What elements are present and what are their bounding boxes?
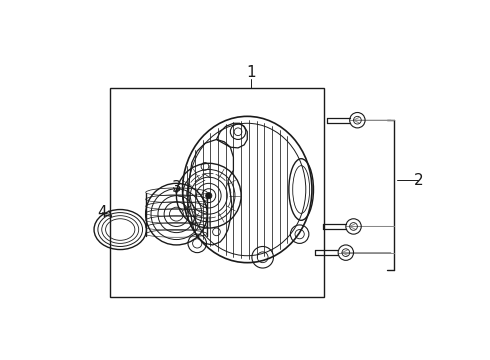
Bar (110, 88, 324, 297)
Text: 1: 1 (246, 65, 256, 80)
Text: 4: 4 (98, 205, 107, 220)
Text: 3: 3 (172, 180, 181, 195)
Text: 2: 2 (414, 173, 423, 188)
Circle shape (206, 193, 212, 199)
